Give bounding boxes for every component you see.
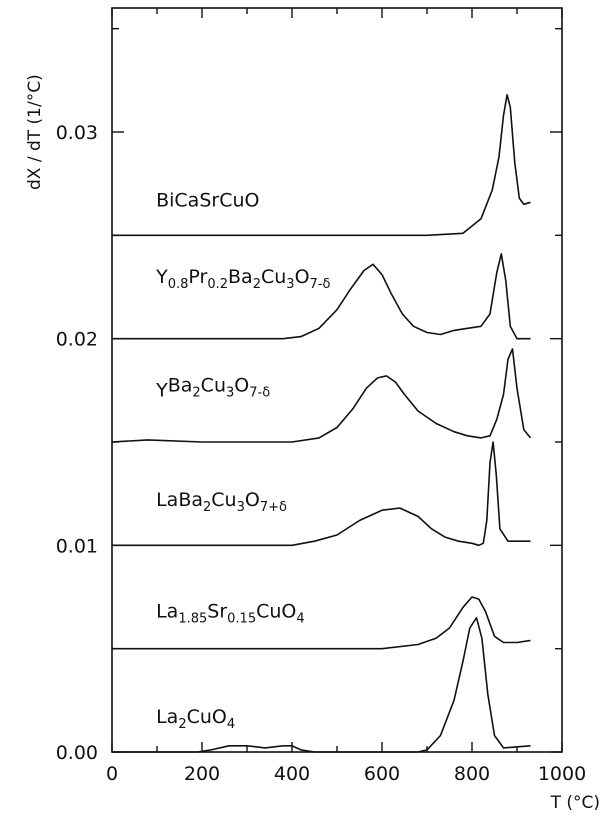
series-curves: [111, 94, 532, 753]
series-label-text: Y: [155, 380, 168, 402]
y-axis-label: dX / dT (1/°C): [25, 74, 45, 190]
series-label-4: La1.85Sr0.15CuO4: [156, 601, 305, 627]
series-line-1: [112, 253, 531, 340]
y-tick-label: 0.01: [56, 535, 98, 557]
series-line-2: [111, 348, 532, 443]
series-label-text: LaBa: [156, 489, 203, 511]
series-line-0: [112, 94, 531, 237]
series-label-5: La2CuO4: [156, 706, 235, 732]
series-label-text: BiCaSrCuO: [156, 189, 259, 211]
series-label-0: BiCaSrCuO: [156, 189, 259, 211]
series-label-3: LaBa2Cu3O7+δ: [156, 489, 287, 515]
series-line-4: [112, 596, 531, 650]
x-axis-label: T (°C): [550, 793, 600, 813]
x-tick-label: 600: [364, 763, 400, 785]
axes: 0 200 400 600 800 1000 0.00 0.01 0.02 0.03 dX / dT…: [25, 7, 600, 813]
x-tick-label: 800: [454, 763, 490, 785]
series-label-2: YBa2Cu3O7-δ: [155, 375, 270, 402]
x-tick-label: 0: [106, 763, 118, 785]
series-labels: BiCaSrCuO Y0.8Pr0.2Ba2Cu3O7-δ YBa2Cu3O7-δ L…: [155, 189, 330, 732]
series-label-text: La: [156, 601, 178, 623]
series-label-text: Y: [155, 266, 168, 288]
x-tick-label: 1000: [538, 763, 586, 785]
series-label-text: La: [156, 706, 178, 728]
y-tick-label: 0.03: [56, 122, 98, 144]
y-tick-label: 0.02: [56, 329, 98, 351]
series-line-3: [112, 441, 531, 547]
x-tick-label: 200: [184, 763, 220, 785]
x-tick-label: 400: [274, 763, 310, 785]
series-line-5: [112, 616, 531, 753]
y-tick-label: 0.00: [56, 742, 98, 764]
series-label-1: Y0.8Pr0.2Ba2Cu3O7-δ: [155, 266, 330, 292]
